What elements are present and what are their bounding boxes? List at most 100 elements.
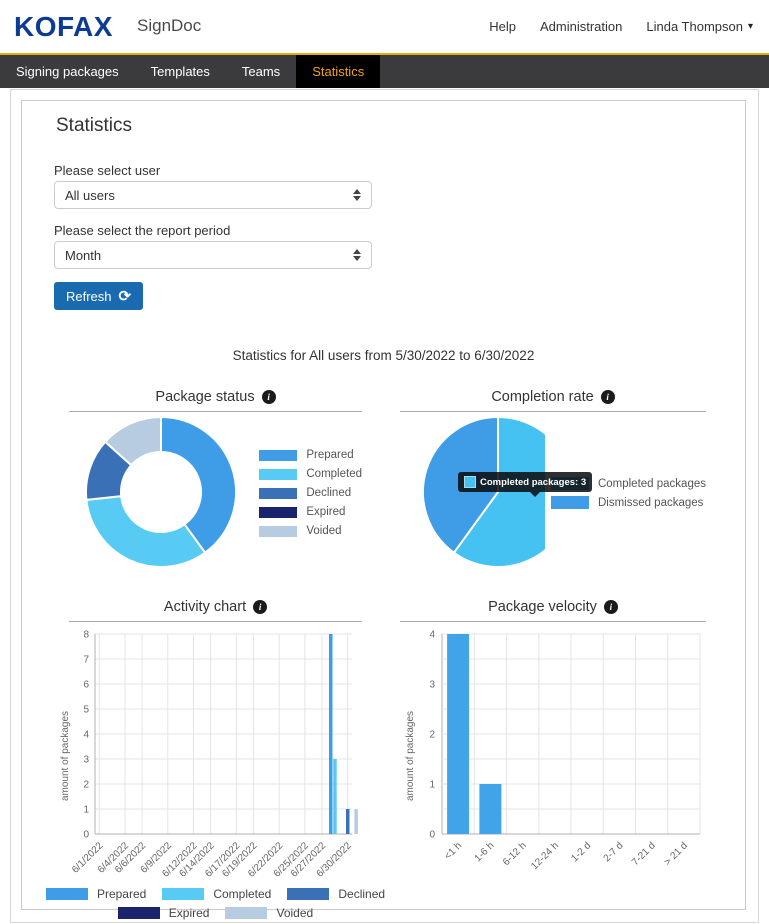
app-name: SignDoc: [137, 16, 202, 35]
legend-item-voided: Voided: [259, 525, 362, 537]
legend-item-prepared: Prepared: [45, 887, 146, 901]
svg-text:8: 8: [83, 630, 89, 641]
user-select[interactable]: All users: [54, 181, 372, 209]
svg-text:12-24 h: 12-24 h: [529, 840, 561, 872]
legend-item-declined: Declined: [287, 887, 385, 901]
period-select[interactable]: Month: [54, 241, 372, 269]
legend-swatch-icon: [259, 449, 298, 461]
activity-bar-completed-6-29-2022[interactable]: [333, 759, 337, 834]
activity-bar-chart: 0123456786/1/20226/4/20226/6/20226/9/202…: [60, 630, 358, 880]
app-header: KOFAX SignDoc Help Administration Linda …: [0, 0, 769, 53]
administration-link[interactable]: Administration: [539, 19, 623, 34]
svg-text:6-12 h: 6-12 h: [501, 840, 529, 868]
activity-bar-prepared-6-29-2022[interactable]: [329, 634, 333, 834]
user-menu[interactable]: Linda Thompson ▾: [646, 19, 753, 34]
package-status-donut-chart: [85, 415, 237, 568]
period-select-value: Month: [65, 247, 102, 263]
svg-text:6: 6: [83, 680, 89, 691]
page-title: Statistics: [56, 115, 133, 136]
legend-swatch-icon: [162, 888, 205, 900]
info-icon[interactable]: i: [600, 390, 615, 404]
package-velocity-title: Package velocity: [488, 599, 597, 615]
user-name: Linda Thompson: [646, 19, 743, 34]
svg-text:5: 5: [83, 705, 89, 716]
package-status-title: Package status: [155, 389, 255, 405]
svg-text:4: 4: [429, 630, 435, 641]
help-link[interactable]: Help: [489, 19, 516, 34]
activity-chart-legend: Prepared Completed Declined Expired Voided: [45, 887, 385, 920]
svg-text:1: 1: [429, 780, 435, 791]
velocity-bar--1-h[interactable]: [447, 634, 470, 834]
chart-tooltip: Completed packages: 3: [458, 472, 593, 497]
user-select-label: Please select user: [54, 163, 161, 178]
info-icon[interactable]: i: [261, 390, 276, 404]
svg-text:3: 3: [429, 680, 435, 691]
velocity-bar-chart: 0 1 2 3 4 <1 h 1-6 h 6-12 h 12-24 h 1-2 d 2-7 d 7-2…: [405, 630, 701, 872]
legend-item-completed: Completed: [259, 468, 362, 480]
svg-text:0: 0: [429, 830, 435, 841]
legend-item-voided: Voided: [225, 906, 313, 920]
legend-item-expired: Expired: [259, 506, 362, 518]
legend-item-prepared: Prepared: [259, 449, 362, 461]
nav-tab-teams[interactable]: Teams: [241, 64, 281, 79]
activity-bar-voided-6-30-2022[interactable]: [354, 809, 358, 834]
accent-divider: [0, 53, 769, 55]
refresh-button-label: Refresh: [66, 288, 112, 304]
divider: [69, 411, 362, 412]
activity-chart-title: Activity chart: [163, 599, 247, 615]
legend-item-declined: Declined: [259, 487, 362, 499]
donut-slice-prepared[interactable]: [160, 415, 237, 555]
divider: [69, 621, 362, 622]
svg-text:> 21 d: > 21 d: [662, 840, 690, 868]
chevron-down-icon: ▾: [747, 21, 753, 32]
svg-text:0: 0: [83, 830, 89, 841]
legend-item-dismissed-packages: Dismissed packages: [550, 496, 706, 509]
completion-rate-pie-chart: [422, 415, 545, 568]
legend-swatch-icon: [225, 907, 268, 919]
svg-text:1-6 h: 1-6 h: [473, 840, 497, 864]
tooltip-swatch-icon: [464, 476, 476, 488]
package-status-legend: Prepared Completed Declined Expired Voided: [259, 449, 362, 537]
legend-swatch-icon: [45, 888, 88, 900]
svg-text:7: 7: [83, 655, 89, 666]
legend-swatch-icon: [259, 525, 298, 537]
refresh-icon: ⟳: [118, 287, 132, 305]
period-select-label: Please select the report period: [54, 223, 231, 238]
svg-text:amount of packages: amount of packages: [405, 711, 416, 801]
nav-tab-templates[interactable]: Templates: [150, 64, 210, 79]
activity-bar-declined-6-30-2022[interactable]: [346, 809, 350, 834]
donut-slice-completed[interactable]: [85, 495, 207, 568]
refresh-button[interactable]: Refresh ⟳: [54, 282, 144, 310]
package-status-chart-block: Package status i Prepared Completed Declin…: [69, 389, 362, 574]
svg-text:4: 4: [83, 730, 89, 741]
legend-swatch-icon: [259, 506, 298, 518]
svg-text:3: 3: [83, 755, 89, 766]
legend-swatch-icon: [117, 907, 160, 919]
svg-text:1-2 d: 1-2 d: [569, 840, 593, 864]
info-icon[interactable]: i: [253, 600, 268, 614]
velocity-bar-1-6-h[interactable]: [479, 784, 502, 834]
kofax-logo: KOFAX: [14, 11, 113, 42]
nav-tab-statistics[interactable]: Statistics: [296, 55, 381, 88]
svg-text:amount of packages: amount of packages: [60, 711, 71, 801]
svg-text:2: 2: [429, 730, 435, 741]
select-arrows-icon: [353, 249, 361, 261]
main-nav: Signing packages Templates Teams Statist…: [0, 55, 769, 88]
legend-swatch-icon: [259, 487, 298, 499]
legend-item-expired: Expired: [117, 906, 209, 920]
content-wrapper: Statistics Please select user All users …: [10, 89, 759, 923]
select-arrows-icon: [353, 189, 361, 201]
donut-slice-voided[interactable]: [103, 415, 162, 467]
report-summary: Statistics for All users from 5/30/2022 …: [232, 348, 535, 363]
svg-text:<1 h: <1 h: [443, 840, 465, 862]
legend-swatch-icon: [550, 496, 589, 509]
legend-swatch-icon: [259, 468, 298, 480]
completion-rate-chart-block: Completion rate i Completed packages Dism…: [400, 389, 706, 574]
info-icon[interactable]: i: [603, 600, 618, 614]
tooltip-caret: [530, 492, 541, 497]
nav-tab-signing-packages[interactable]: Signing packages: [16, 64, 119, 79]
activity-chart-block: Activity chart i 0 1 2 3 4 5 6 7 8 6/1/2022 6/4/20…: [45, 599, 385, 920]
divider: [400, 621, 706, 622]
legend-swatch-icon: [287, 888, 330, 900]
